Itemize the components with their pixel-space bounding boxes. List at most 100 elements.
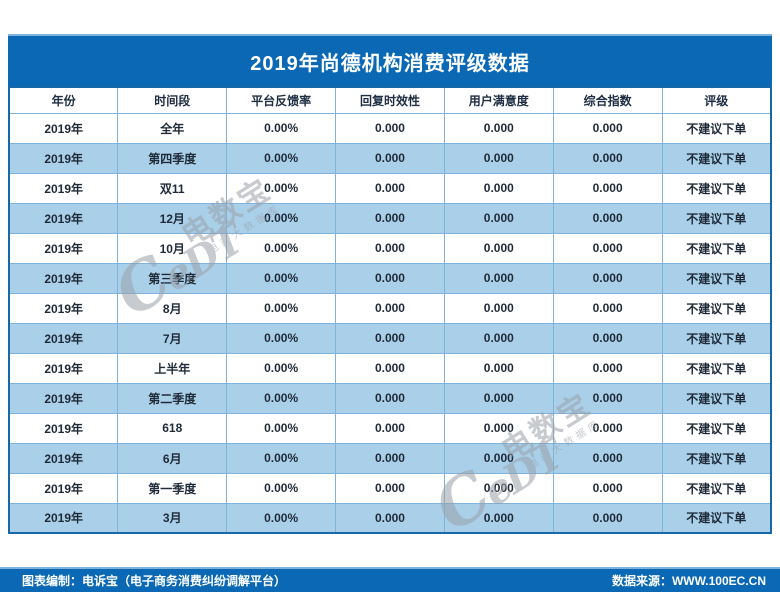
table-row: 2019年 3月 0.00% 0.000 0.000 0.000 不建议下单 — [8, 502, 772, 534]
table-cell: 618 — [117, 412, 228, 444]
table-cell: 第四季度 — [117, 142, 228, 174]
table-cell: 不建议下单 — [661, 322, 772, 354]
table-cell: 0.000 — [443, 412, 554, 444]
column-header-2: 平台反馈率 — [226, 86, 337, 114]
table-cell: 7月 — [117, 322, 228, 354]
table-cell: 0.00% — [226, 262, 337, 294]
column-header-6: 评级 — [661, 86, 772, 114]
table-cell: 不建议下单 — [661, 292, 772, 324]
table-cell: 不建议下单 — [661, 382, 772, 414]
footer-bar: 图表编制：电诉宝（电子商务消费纠纷调解平台） 数据来源：WWW.100EC.CN — [0, 567, 780, 592]
table-cell: 0.000 — [335, 442, 445, 474]
table-cell: 0.00% — [226, 172, 337, 204]
table-cell: 2019年 — [8, 232, 119, 264]
table-cell: 0.000 — [443, 112, 554, 144]
table-cell: 2019年 — [8, 502, 119, 534]
table-cell: 0.000 — [552, 172, 663, 204]
rating-table: 年份 时间段 平台反馈率 回复时效性 用户满意度 综合指数 评级 2019年 全年 0.00% 0… — [8, 86, 772, 534]
table-cell: 0.000 — [552, 112, 663, 144]
table-cell: 0.000 — [443, 292, 554, 324]
table-cell: 0.000 — [443, 262, 554, 294]
table-header-row: 年份 时间段 平台反馈率 回复时效性 用户满意度 综合指数 评级 — [8, 86, 772, 114]
table-cell: 0.000 — [335, 412, 445, 444]
table-cell: 2019年 — [8, 262, 119, 294]
table-cell: 12月 — [117, 202, 228, 234]
table-cell: 不建议下单 — [661, 232, 772, 264]
table-cell: 0.00% — [226, 292, 337, 324]
table-cell: 0.000 — [552, 232, 663, 264]
table-cell: 0.000 — [335, 502, 445, 534]
rating-table-block: 2019年尚德机构消费评级数据 年份 时间段 平台反馈率 回复时效性 用户满意度 综合指数… — [8, 34, 772, 534]
table-cell: 0.000 — [335, 142, 445, 174]
table-row: 2019年 第二季度 0.00% 0.000 0.000 0.000 不建议下单 — [8, 382, 772, 414]
table-cell: 0.000 — [335, 352, 445, 384]
table-cell: 不建议下单 — [661, 172, 772, 204]
table-cell: 不建议下单 — [661, 262, 772, 294]
table-title: 2019年尚德机构消费评级数据 — [250, 52, 530, 75]
table-cell: 0.000 — [552, 502, 663, 534]
table-cell: 上半年 — [117, 352, 228, 384]
table-cell: 2019年 — [8, 412, 119, 444]
table-cell: 不建议下单 — [661, 502, 772, 534]
table-cell: 0.00% — [226, 472, 337, 504]
table-cell: 0.000 — [443, 382, 554, 414]
table-cell: 0.00% — [226, 382, 337, 414]
table-row: 2019年 10月 0.00% 0.000 0.000 0.000 不建议下单 — [8, 232, 772, 264]
table-row: 2019年 7月 0.00% 0.000 0.000 0.000 不建议下单 — [8, 322, 772, 354]
table-cell: 2019年 — [8, 202, 119, 234]
table-cell: 2019年 — [8, 142, 119, 174]
table-cell: 2019年 — [8, 292, 119, 324]
table-cell: 0.000 — [335, 172, 445, 204]
table-cell: 2019年 — [8, 472, 119, 504]
table-cell: 0.000 — [552, 262, 663, 294]
table-cell: 0.000 — [443, 442, 554, 474]
table-cell: 0.00% — [226, 202, 337, 234]
table-cell: 0.000 — [552, 292, 663, 324]
table-cell: 6月 — [117, 442, 228, 474]
table-cell: 第三季度 — [117, 262, 228, 294]
column-header-0: 年份 — [8, 86, 119, 114]
table-cell: 0.00% — [226, 502, 337, 534]
table-cell: 0.00% — [226, 442, 337, 474]
table-cell: 3月 — [117, 502, 228, 534]
table-cell: 0.00% — [226, 412, 337, 444]
table-title-bar: 2019年尚德机构消费评级数据 — [8, 34, 772, 86]
table-cell: 2019年 — [8, 322, 119, 354]
table-cell: 不建议下单 — [661, 202, 772, 234]
table-cell: 0.00% — [226, 352, 337, 384]
table-cell: 2019年 — [8, 172, 119, 204]
table-cell: 2019年 — [8, 112, 119, 144]
table-cell: 0.000 — [443, 202, 554, 234]
footer-source-text: 数据来源：WWW.100EC.CN — [611, 574, 766, 588]
table-cell: 0.000 — [443, 322, 554, 354]
table-cell: 0.000 — [443, 352, 554, 384]
table-cell: 0.000 — [552, 412, 663, 444]
table-row: 2019年 上半年 0.00% 0.000 0.000 0.000 不建议下单 — [8, 352, 772, 384]
table-cell: 0.00% — [226, 142, 337, 174]
table-cell: 0.000 — [335, 472, 445, 504]
table-cell: 0.00% — [226, 322, 337, 354]
table-cell: 0.000 — [552, 322, 663, 354]
table-cell: 0.000 — [552, 442, 663, 474]
table-cell: 0.000 — [552, 472, 663, 504]
table-row: 2019年 第一季度 0.00% 0.000 0.000 0.000 不建议下单 — [8, 472, 772, 504]
column-header-4: 用户满意度 — [443, 86, 554, 114]
table-row: 2019年 全年 0.00% 0.000 0.000 0.000 不建议下单 — [8, 112, 772, 144]
table-row: 2019年 双11 0.00% 0.000 0.000 0.000 不建议下单 — [8, 172, 772, 204]
table-cell: 不建议下单 — [661, 112, 772, 144]
table-cell: 0.000 — [552, 202, 663, 234]
table-cell: 0.000 — [335, 322, 445, 354]
column-header-5: 综合指数 — [552, 86, 663, 114]
table-cell: 0.000 — [552, 142, 663, 174]
table-cell: 不建议下单 — [661, 472, 772, 504]
column-header-1: 时间段 — [117, 86, 228, 114]
table-cell: 第一季度 — [117, 472, 228, 504]
table-row: 2019年 第四季度 0.00% 0.000 0.000 0.000 不建议下单 — [8, 142, 772, 174]
table-cell: 0.000 — [335, 382, 445, 414]
table-cell: 第二季度 — [117, 382, 228, 414]
table-cell: 0.000 — [335, 232, 445, 264]
table-cell: 0.000 — [552, 382, 663, 414]
table-cell: 不建议下单 — [661, 442, 772, 474]
table-cell: 2019年 — [8, 442, 119, 474]
table-cell: 0.000 — [335, 292, 445, 324]
